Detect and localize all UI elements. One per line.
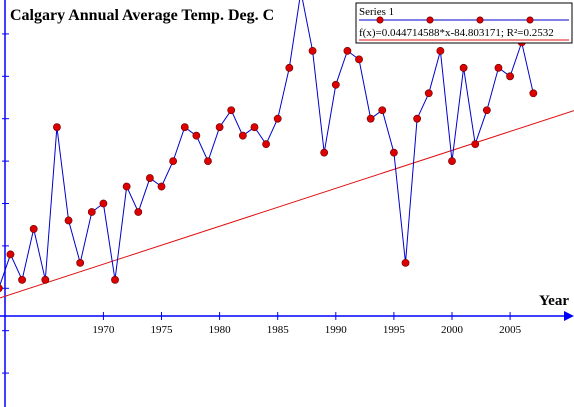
data-point bbox=[355, 55, 363, 64]
legend-marker bbox=[376, 16, 384, 24]
series-layer bbox=[0, 0, 538, 293]
data-point bbox=[506, 72, 514, 81]
x-tick-label: 1975 bbox=[151, 324, 174, 336]
legend-trendline-label: f(x)=0.044714588*x-84.803171; R²=0.2532 bbox=[359, 27, 554, 39]
chart-title: Calgary Annual Average Temp. Deg. C bbox=[10, 7, 274, 24]
data-point bbox=[18, 275, 26, 284]
x-tick-label: 1985 bbox=[267, 324, 290, 336]
x-axis-label: Year bbox=[539, 293, 569, 309]
data-point bbox=[378, 106, 387, 115]
data-point bbox=[401, 258, 410, 267]
data-point bbox=[6, 250, 15, 259]
data-point bbox=[459, 63, 468, 72]
legend: Series 1 f(x)=0.044714588*x-84.803171; R… bbox=[355, 2, 573, 44]
data-point bbox=[494, 63, 503, 72]
data-point bbox=[76, 258, 85, 267]
trendline bbox=[0, 110, 574, 299]
data-point bbox=[64, 216, 73, 225]
legend-series-label: Series 1 bbox=[359, 6, 394, 18]
data-point bbox=[529, 89, 538, 98]
data-point bbox=[471, 140, 480, 149]
ticks-layer: 1970 1975 1980 1985 1990 1995 2000 2005 bbox=[2, 33, 522, 374]
x-tick-label: 2005 bbox=[499, 324, 522, 336]
data-point bbox=[343, 46, 352, 55]
legend-marker bbox=[526, 16, 534, 24]
data-point bbox=[262, 140, 270, 149]
data-point bbox=[111, 275, 119, 284]
data-point bbox=[29, 225, 38, 233]
trendline-layer bbox=[0, 110, 574, 299]
data-point bbox=[320, 148, 329, 157]
data-point bbox=[169, 157, 178, 166]
data-point bbox=[122, 182, 131, 191]
data-point bbox=[436, 46, 445, 55]
data-point bbox=[157, 182, 166, 191]
data-point bbox=[331, 80, 340, 89]
data-point bbox=[134, 208, 143, 216]
data-point bbox=[273, 114, 282, 123]
data-point bbox=[448, 157, 456, 166]
data-point bbox=[180, 123, 189, 132]
x-axis-arrow bbox=[564, 311, 574, 321]
x-tick-label: 1990 bbox=[325, 324, 348, 336]
data-point bbox=[87, 208, 96, 216]
data-point bbox=[413, 114, 422, 123]
legend-markers bbox=[376, 16, 534, 24]
data-point bbox=[204, 157, 212, 166]
data-point bbox=[285, 63, 294, 72]
data-point bbox=[41, 275, 50, 284]
data-point bbox=[308, 46, 317, 55]
x-tick-label: 1980 bbox=[209, 324, 232, 336]
legend-marker bbox=[476, 16, 484, 24]
data-point bbox=[99, 199, 108, 208]
data-point bbox=[53, 123, 61, 132]
x-tick-label: 2000 bbox=[441, 324, 464, 336]
data-point bbox=[215, 123, 224, 132]
legend-marker bbox=[426, 16, 434, 24]
data-point bbox=[366, 114, 375, 123]
data-point bbox=[238, 131, 247, 140]
data-point bbox=[192, 131, 201, 140]
data-point bbox=[0, 284, 3, 293]
data-point bbox=[227, 106, 236, 115]
data-point bbox=[424, 89, 433, 98]
data-point bbox=[482, 106, 491, 115]
data-point bbox=[389, 148, 398, 157]
data-point bbox=[250, 123, 259, 132]
x-tick-label: 1970 bbox=[92, 324, 115, 336]
legend-box bbox=[355, 2, 573, 44]
x-tick-label: 1995 bbox=[383, 324, 406, 336]
data-point bbox=[145, 174, 154, 182]
